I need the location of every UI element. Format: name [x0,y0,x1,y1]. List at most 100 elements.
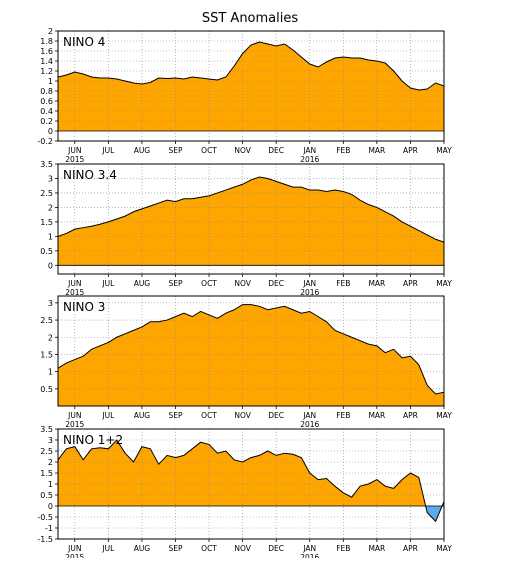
x-tick-label: MAY [436,411,452,420]
anomaly-line [58,176,444,243]
y-tick-label: 2 [48,333,53,342]
x-tick-label: DEC [268,279,284,288]
x-tick-label: JUL [101,279,115,288]
x-tick-label: JUL [101,411,115,420]
y-tick-label: 0 [48,127,53,136]
x-tick-label: JAN [302,544,316,553]
x-tick-label: NOV [234,146,251,155]
x-tick-label: OCT [201,411,217,420]
y-tick-label: 2 [48,458,53,467]
x-year-label: 2016 [300,155,319,164]
region-label: NINO 3 [63,300,105,314]
y-tick-label: 0.2 [40,117,53,126]
x-tick-label: JAN [302,146,316,155]
y-tick-label: 3 [48,174,53,183]
x-tick-label: SEP [168,544,182,553]
y-tick-label: 2 [48,203,53,212]
y-tick-label: 3 [48,299,53,308]
region-label: NINO 1+2 [63,433,123,447]
x-tick-label: NOV [234,544,251,553]
y-tick-label: 3 [48,436,53,445]
y-tick-label: 0.5 [40,491,53,500]
y-tick-label: 2.5 [40,447,53,456]
x-year-label: 2016 [300,288,319,297]
x-tick-label: APR [403,279,418,288]
y-tick-label: 1 [48,480,53,489]
x-tick-label: OCT [201,279,217,288]
plot-frame [57,30,445,142]
x-tick-label: APR [403,146,418,155]
y-tick-label: 1 [48,368,53,377]
x-tick-label: JUN [67,279,81,288]
anomaly-line [58,304,444,395]
x-year-label: 2016 [300,420,319,429]
y-tick-label: 2.5 [40,316,53,325]
y-tick-label: 0.8 [40,87,53,96]
x-tick-label: MAR [368,544,385,553]
positive-anomaly-area [58,177,444,266]
y-tick-label: 3.5 [40,425,53,434]
x-year-label: 2015 [65,553,84,558]
x-tick-label: JUN [67,146,81,155]
y-tick-label: 1.8 [40,37,53,46]
x-tick-label: SEP [168,411,182,420]
region-label: NINO 3.4 [63,168,117,182]
x-tick-label: JAN [302,279,316,288]
x-tick-label: DEC [268,544,284,553]
y-tick-label: 2 [48,27,53,36]
x-year-label: 2015 [65,288,84,297]
y-tick-label: -1.5 [37,535,53,544]
x-tick-label: NOV [234,279,251,288]
y-tick-label: 1.6 [40,47,53,56]
x-tick-label: MAR [368,146,385,155]
x-tick-label: NOV [234,411,251,420]
y-tick-label: 1.5 [40,218,53,227]
x-tick-label: FEB [336,146,350,155]
x-tick-label: APR [403,411,418,420]
x-tick-label: SEP [168,146,182,155]
y-tick-label: 0.6 [40,97,53,106]
x-tick-label: AUG [134,146,151,155]
panel-nino-1-2: -1.5 -1 -0.5 0 0.5 1 1.5 2 2.5 3 3.5 JUN JUL AUG SEP OC… [37,425,452,562]
x-tick-label: MAR [368,279,385,288]
y-tick-label: 0.5 [40,247,53,256]
x-tick-label: FEB [336,279,350,288]
y-tick-label: -0.2 [37,137,53,146]
x-tick-label: AUG [134,279,151,288]
panel-nino-4: -0.200.20.40.60.811.21.41.61.82 JUN JUL AUG… [37,27,452,164]
y-tick-label: 0.5 [40,385,53,394]
region-label: NINO 4 [63,35,105,49]
y-tick-label: 1 [48,77,53,86]
y-tick-label: 1 [48,232,53,241]
figure-title: SST Anomalies [202,11,299,26]
y-tick-label: 2.5 [40,189,53,198]
x-year-label: 2015 [65,420,84,429]
y-tick-label: 0 [48,502,53,511]
positive-anomaly-area [58,440,444,506]
y-tick-label: 0 [48,261,53,270]
y-tick-label: 1.4 [40,57,53,66]
y-tick-label: 1.5 [40,469,53,478]
x-tick-label: SEP [168,279,182,288]
x-tick-label: MAY [436,146,452,155]
panel-nino-3: 0.5 1 1.5 2 2.5 3 JUN JUL AUG SEP OCT NOV DEC JAN FEB M… [40,295,452,429]
x-tick-label: JUL [101,544,115,553]
x-year-label: 2015 [65,155,84,164]
x-tick-label: APR [403,544,418,553]
x-tick-label: MAY [436,544,452,553]
anomaly-line [58,439,444,523]
x-tick-label: FEB [336,411,350,420]
x-tick-label: FEB [336,544,350,553]
positive-anomaly-area [58,42,444,131]
x-tick-label: MAY [436,279,452,288]
positive-anomaly-area [58,304,444,406]
x-tick-label: MAR [368,411,385,420]
x-tick-label: DEC [268,146,284,155]
x-tick-label: JAN [302,411,316,420]
y-tick-label: -1 [45,524,53,533]
x-tick-label: DEC [268,411,284,420]
plot-frame [57,163,445,275]
x-tick-label: AUG [134,544,151,553]
